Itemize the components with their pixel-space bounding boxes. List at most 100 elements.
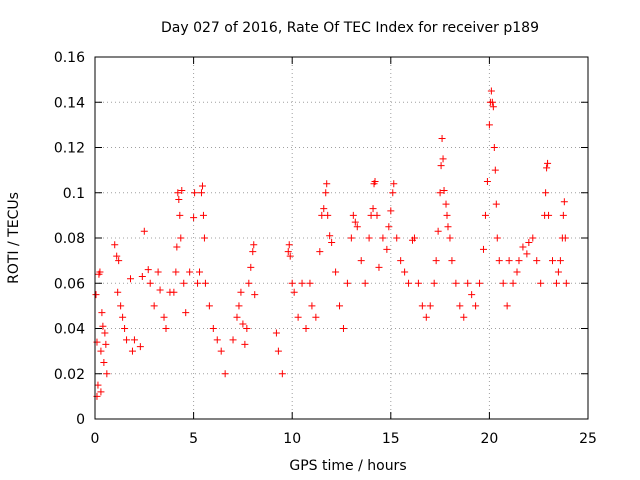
chart-title: Day 027 of 2016, Rate Of TEC Index for r… (161, 20, 539, 36)
data-point (549, 257, 557, 265)
data-point (349, 211, 357, 219)
data-point (489, 103, 497, 111)
data-point (371, 177, 379, 185)
data-point (243, 325, 251, 332)
data-point (284, 248, 292, 256)
data-point (556, 257, 564, 265)
data-point (200, 234, 208, 242)
data-point (552, 279, 560, 287)
data-point (180, 279, 188, 287)
data-point (542, 189, 550, 197)
data-point (483, 177, 491, 185)
data-point (361, 279, 369, 287)
y-tick-label: 0.1 (63, 186, 85, 202)
data-point (306, 279, 314, 287)
data-point (434, 227, 442, 235)
data-point (191, 189, 199, 197)
data-point (472, 302, 480, 310)
data-point (505, 257, 513, 265)
data-point (99, 322, 107, 330)
data-point (245, 279, 253, 287)
data-point (190, 214, 198, 222)
data-point (464, 279, 472, 287)
data-point (343, 279, 351, 287)
data-point (138, 272, 146, 280)
data-point (318, 211, 326, 219)
data-point (440, 186, 448, 194)
data-point (274, 347, 282, 355)
data-point (97, 388, 105, 396)
data-point (533, 257, 541, 265)
data-point (130, 336, 138, 344)
data-point (562, 279, 570, 287)
data-point (446, 234, 454, 242)
x-tick-label: 25 (579, 431, 597, 447)
data-point (229, 336, 237, 344)
data-point (439, 155, 447, 163)
data-point (96, 268, 104, 276)
data-point (351, 218, 359, 226)
data-point (422, 313, 430, 321)
axis-ticks: 0 0.02 0.04 0.06 0.08 0.1 0.12 0.14 0.16 0 5 10 15 20… (54, 50, 597, 447)
data-point (493, 234, 501, 242)
data-point (491, 166, 499, 174)
data-point (328, 239, 336, 247)
data-point (140, 227, 148, 235)
data-point (237, 288, 245, 296)
data-point (312, 313, 320, 321)
data-point (443, 211, 451, 219)
data-point (198, 182, 206, 190)
data-point (488, 98, 496, 106)
x-tick-label: 10 (283, 431, 301, 447)
data-point (322, 189, 330, 197)
data-points (92, 87, 570, 400)
y-tick-label: 0.14 (54, 95, 85, 111)
data-point (525, 239, 533, 247)
data-point (390, 180, 398, 188)
data-point (170, 288, 178, 296)
y-tick-label: 0.04 (54, 322, 85, 338)
data-point (389, 189, 397, 197)
data-point (468, 291, 476, 299)
data-point (182, 309, 190, 317)
data-point (144, 266, 152, 274)
data-point (426, 302, 434, 310)
data-point (154, 268, 162, 276)
data-point (272, 329, 280, 337)
data-point (103, 370, 111, 378)
data-point (175, 196, 183, 204)
data-point (233, 313, 241, 321)
data-point (239, 320, 247, 328)
data-point (387, 207, 395, 215)
data-point (365, 234, 373, 242)
data-point (442, 200, 450, 208)
data-point (503, 302, 511, 310)
data-point (537, 279, 545, 287)
data-point (205, 302, 213, 310)
y-tick-label: 0 (76, 412, 85, 428)
data-point (339, 325, 347, 332)
data-point (286, 252, 294, 260)
data-point (490, 144, 498, 151)
data-point (209, 325, 217, 332)
data-point (375, 263, 383, 271)
x-tick-label: 5 (189, 431, 198, 447)
data-point (481, 211, 489, 219)
data-point (102, 340, 110, 348)
data-point (150, 302, 158, 310)
data-point (326, 232, 334, 240)
data-point (128, 347, 136, 355)
data-point (302, 325, 310, 332)
data-point (414, 279, 422, 287)
x-tick-label: 0 (91, 431, 100, 447)
data-point (456, 302, 464, 310)
grid-lines (95, 57, 588, 419)
data-point (121, 325, 129, 332)
data-point (410, 234, 418, 242)
y-tick-label: 0.02 (54, 367, 85, 383)
data-point (436, 189, 444, 197)
data-point (405, 279, 413, 287)
y-tick-label: 0.06 (54, 276, 85, 292)
data-point (332, 268, 340, 276)
data-point (123, 336, 131, 344)
